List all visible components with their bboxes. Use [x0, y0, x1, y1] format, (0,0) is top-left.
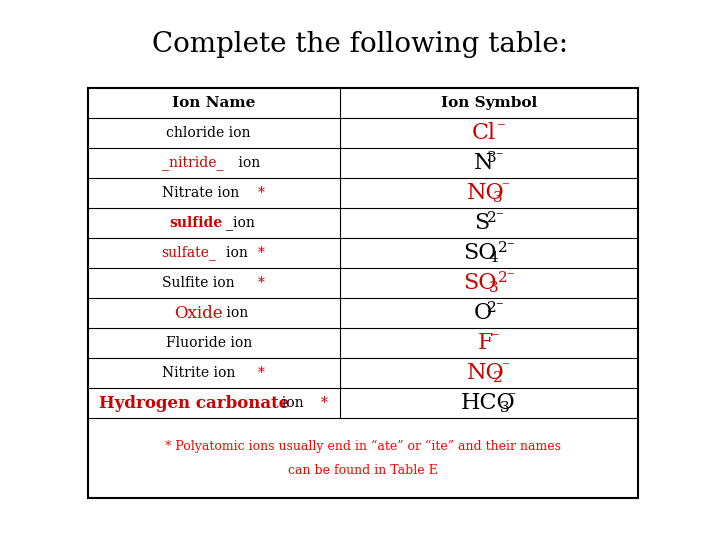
Text: Ion Symbol: Ion Symbol [441, 96, 537, 110]
Text: 2⁻: 2⁻ [487, 301, 504, 315]
Text: ⁻: ⁻ [508, 391, 516, 405]
Text: S: S [474, 212, 489, 234]
Text: N: N [474, 152, 493, 174]
Text: Ion Name: Ion Name [172, 96, 256, 110]
Text: Fluoride ion: Fluoride ion [166, 336, 252, 350]
Text: Sulfite ion: Sulfite ion [161, 276, 238, 290]
Text: 2⁻: 2⁻ [487, 211, 504, 225]
Text: Hydrogen carbonate: Hydrogen carbonate [99, 395, 289, 411]
Text: sulfide: sulfide [170, 216, 222, 230]
Text: Oxide: Oxide [174, 305, 222, 321]
Text: can be found in Table E: can be found in Table E [288, 463, 438, 476]
Text: 2⁻: 2⁻ [498, 271, 516, 285]
Text: Complete the following table:: Complete the following table: [152, 31, 568, 58]
Text: *: * [258, 276, 265, 290]
Text: 3: 3 [489, 281, 498, 295]
Text: 2: 2 [493, 371, 503, 385]
Text: ion: ion [273, 396, 308, 410]
Text: 2⁻: 2⁻ [498, 241, 516, 255]
Text: HCO: HCO [461, 392, 516, 414]
Text: ⁻: ⁻ [502, 361, 510, 375]
Text: _ion: _ion [226, 215, 255, 231]
Text: Nitrate ion: Nitrate ion [161, 186, 243, 200]
Text: Cl: Cl [472, 122, 495, 144]
Text: 3⁻: 3⁻ [487, 151, 504, 165]
Text: 3: 3 [500, 401, 509, 415]
Text: sulfate_: sulfate_ [161, 246, 217, 260]
Bar [88, 88, 638, 498]
Text: ion: ion [226, 246, 252, 260]
Text: 4: 4 [489, 251, 498, 265]
Text: ⁻: ⁻ [490, 330, 500, 348]
Text: ion: ion [222, 306, 248, 320]
Text: O: O [474, 302, 492, 324]
Text: ⁻: ⁻ [497, 120, 506, 138]
Text: 3: 3 [493, 191, 503, 205]
Text: *: * [258, 366, 265, 380]
Text: NO: NO [467, 182, 505, 204]
Text: SO: SO [463, 272, 496, 294]
Text: ion: ion [234, 156, 261, 170]
Text: F: F [478, 332, 493, 354]
Text: * Polyatomic ions usually end in “ate” or “ite” and their names: * Polyatomic ions usually end in “ate” o… [165, 440, 561, 453]
Text: Nitrite ion: Nitrite ion [161, 366, 239, 380]
Text: *: * [258, 186, 265, 200]
Text: NO: NO [467, 362, 505, 384]
Text: *: * [258, 246, 265, 260]
Text: SO: SO [463, 242, 496, 264]
Text: ⁻: ⁻ [502, 181, 510, 195]
Text: chloride ion: chloride ion [166, 126, 250, 140]
Text: _nitride_: _nitride_ [161, 156, 223, 171]
Text: *: * [321, 396, 328, 410]
